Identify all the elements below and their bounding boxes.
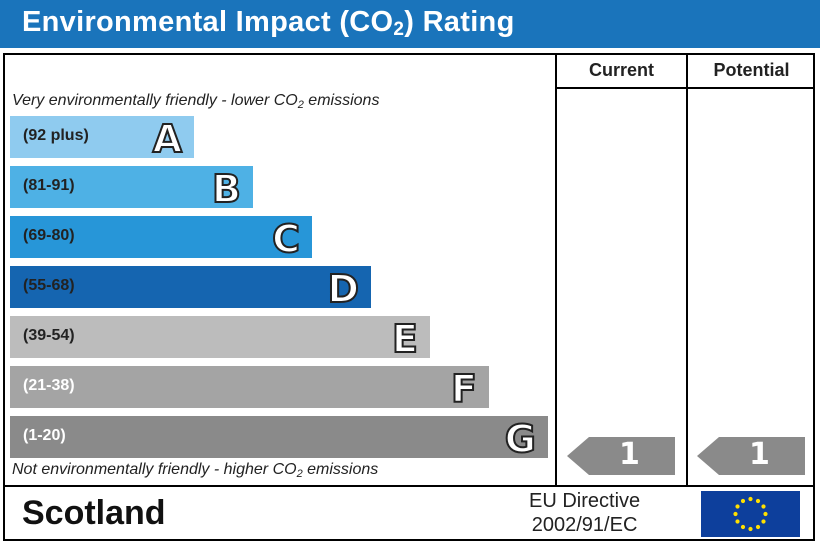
band-letter: G	[504, 416, 537, 462]
flag-star	[755, 524, 761, 530]
band-range-label: (92 plus)	[23, 127, 89, 144]
flag-star	[761, 519, 766, 524]
band-c: (69-80) C	[10, 216, 312, 262]
title-bar: Environmental Impact (CO2) Rating	[0, 0, 820, 48]
band-range-label: (39-54)	[23, 327, 75, 344]
caption-bottom: Not environmentally friendly - higher CO…	[12, 461, 379, 480]
header-divider	[555, 87, 815, 89]
arrow-shape	[697, 437, 805, 475]
band-f: (21-38) F	[10, 366, 489, 412]
flag-star	[763, 511, 768, 517]
eu-flag-icon	[701, 491, 800, 537]
column-current: Current	[588, 60, 654, 80]
eu-directive: EU Directive 2002/91/EC	[529, 489, 640, 537]
band-e: (39-54) E	[10, 316, 430, 362]
band-range-label: (21-38)	[23, 377, 75, 394]
footer-divider	[3, 485, 815, 487]
flag-star	[735, 519, 740, 524]
band-range-label: (1-20)	[23, 427, 66, 444]
caption-top: Very environmentally friendly - lower CO…	[12, 92, 380, 111]
band-letter: F	[450, 366, 478, 412]
region-label: Scotland	[22, 494, 166, 532]
column-potential: Potential	[713, 60, 790, 80]
rating-frame	[3, 53, 815, 541]
flag-star	[761, 504, 766, 509]
band-range-label: (81-91)	[23, 177, 75, 194]
divider-potential	[686, 53, 688, 487]
directive-line-2: 2002/91/EC	[531, 514, 638, 536]
flag-star	[755, 498, 761, 504]
divider-current	[555, 53, 557, 487]
current-rating-value: 1	[619, 437, 640, 472]
band-range-label: (55-68)	[23, 277, 75, 294]
flag-star	[733, 511, 738, 517]
current-rating-arrow: 1	[567, 437, 675, 475]
band-a: (92 plus) A	[10, 116, 194, 162]
band-letter: A	[152, 116, 183, 162]
potential-rating-value: 1	[749, 437, 770, 472]
band-range-label: (69-80)	[23, 227, 75, 244]
band-letter: C	[271, 216, 301, 262]
band-b: (81-91) B	[10, 166, 253, 212]
arrow-shape	[567, 437, 675, 475]
page-title: Environmental Impact (CO2) Rating	[22, 6, 515, 40]
potential-rating-arrow: 1	[697, 437, 805, 475]
flag-star	[740, 524, 746, 530]
band-letter: E	[391, 316, 419, 362]
directive-line-1: EU Directive	[529, 490, 641, 512]
flag-star	[740, 498, 746, 504]
band-letter: B	[211, 166, 242, 212]
flag-star	[748, 496, 753, 502]
flag-star	[735, 504, 740, 509]
flag-star	[748, 526, 753, 532]
band-letter: D	[326, 266, 360, 312]
band-g: (1-20) G	[10, 416, 548, 462]
band-d: (55-68) D	[10, 266, 371, 312]
